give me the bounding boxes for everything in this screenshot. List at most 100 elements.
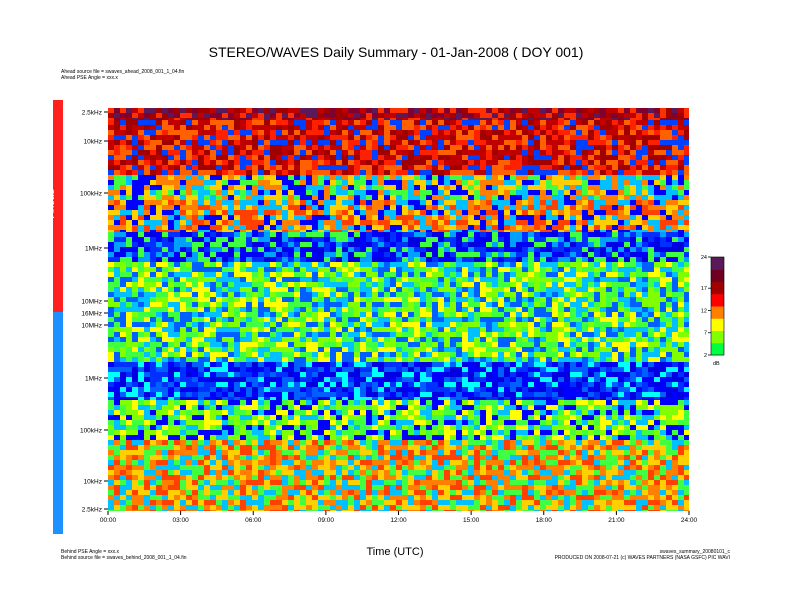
spectrogram-cell [324, 108, 330, 113]
spectrogram-cell [636, 322, 642, 327]
spectrogram-cell [114, 327, 120, 332]
spectrogram-cell [600, 302, 606, 307]
spectrogram-cell [324, 185, 330, 190]
spectrogram-cell [612, 205, 618, 210]
spectrogram-cell [360, 185, 366, 190]
spectrogram-cell [474, 307, 480, 312]
spectrogram-cell [372, 252, 378, 257]
spectrogram-cell [342, 292, 348, 297]
spectrogram-cell [114, 145, 120, 150]
spectrogram-cell [588, 165, 594, 170]
spectrogram-cell [594, 125, 600, 130]
spectrogram-cell [474, 180, 480, 185]
spectrogram-cell [390, 232, 396, 237]
spectrogram-cell [312, 252, 318, 257]
spectrogram-cell [666, 160, 672, 165]
spectrogram-cell [534, 215, 540, 220]
spectrogram-cell [318, 252, 324, 257]
spectrogram-cell [252, 347, 258, 352]
spectrogram-cell [156, 108, 162, 113]
spectrogram-cell [402, 237, 408, 242]
spectrogram-cell [618, 317, 624, 322]
spectrogram-cell [678, 120, 684, 125]
spectrogram-cell [132, 135, 138, 140]
spectrogram-cell [612, 130, 618, 135]
spectrogram-cell [192, 125, 198, 130]
spectrogram-cell [480, 232, 486, 237]
spectrogram-cell [360, 155, 366, 160]
spectrogram-cell [528, 135, 534, 140]
spectrogram-cell [558, 113, 564, 118]
spectrogram-cell [306, 145, 312, 150]
spectrogram-cell [252, 242, 258, 247]
spectrogram-cell [336, 135, 342, 140]
spectrogram-cell [546, 185, 552, 190]
spectrogram-cell [114, 352, 120, 357]
spectrogram-cell [486, 287, 492, 292]
spectrogram-cell [546, 342, 552, 347]
spectrogram-cell [522, 302, 528, 307]
spectrogram-cell [408, 130, 414, 135]
spectrogram-cell [234, 277, 240, 282]
spectrogram-cell [276, 297, 282, 302]
spectrogram-cell [120, 150, 126, 155]
spectrogram-cell [120, 352, 126, 357]
spectrogram-cell [348, 125, 354, 130]
spectrogram-cell [678, 135, 684, 140]
spectrogram-cell [144, 312, 150, 317]
spectrogram-cell [498, 130, 504, 135]
spectrogram-cell [582, 140, 588, 145]
spectrogram-cell [510, 185, 516, 190]
spectrogram-cell [552, 180, 558, 185]
spectrogram-cell [138, 352, 144, 357]
spectrogram-cell [444, 337, 450, 342]
spectrogram-cell [408, 220, 414, 225]
spectrogram-cell [318, 125, 324, 130]
spectrogram-cell [120, 113, 126, 118]
spectrogram-cell [162, 135, 168, 140]
spectrogram-cell [390, 135, 396, 140]
spectrogram-cell [174, 175, 180, 180]
spectrogram-cell [144, 332, 150, 337]
spectrogram-cell [390, 125, 396, 130]
spectrogram-cell [552, 113, 558, 118]
spectrogram-cell [168, 210, 174, 215]
spectrogram-cell [228, 297, 234, 302]
spectrogram-cell [372, 113, 378, 118]
spectrogram-cell [678, 113, 684, 118]
spectrogram-cell [288, 130, 294, 135]
spectrogram-cell [498, 242, 504, 247]
spectrogram-cell [582, 195, 588, 200]
spectrogram-cell [624, 262, 630, 267]
spectrogram-cell [222, 277, 228, 282]
spectrogram-cell [126, 125, 132, 130]
spectrogram-cell [648, 120, 654, 125]
spectrogram-cell [138, 312, 144, 317]
spectrogram-cell [210, 337, 216, 342]
spectrogram-cell [270, 220, 276, 225]
spectrogram-cell [636, 180, 642, 185]
spectrogram-cell [396, 130, 402, 135]
spectrogram-cell [630, 322, 636, 327]
spectrogram-cell [294, 337, 300, 342]
spectrogram-cell [594, 327, 600, 332]
spectrogram-cell [354, 130, 360, 135]
spectrogram-cell [546, 307, 552, 312]
spectrogram-cell [390, 327, 396, 332]
spectrogram-cell [240, 267, 246, 272]
spectrogram-cell [312, 292, 318, 297]
spectrogram-cell [684, 322, 689, 327]
spectrogram-cell [216, 130, 222, 135]
spectrogram-cell [528, 180, 534, 185]
spectrogram-cell [396, 317, 402, 322]
spectrogram-cell [312, 125, 318, 130]
spectrogram-cell [306, 170, 312, 175]
spectrogram-cell [306, 297, 312, 302]
spectrogram-cell [456, 282, 462, 287]
spectrogram-cell [534, 302, 540, 307]
spectrogram-cell [258, 332, 264, 337]
spectrogram-cell [534, 120, 540, 125]
spectrogram-cell [642, 220, 648, 225]
spectrogram-cell [144, 155, 150, 160]
spectrogram-cell [282, 220, 288, 225]
